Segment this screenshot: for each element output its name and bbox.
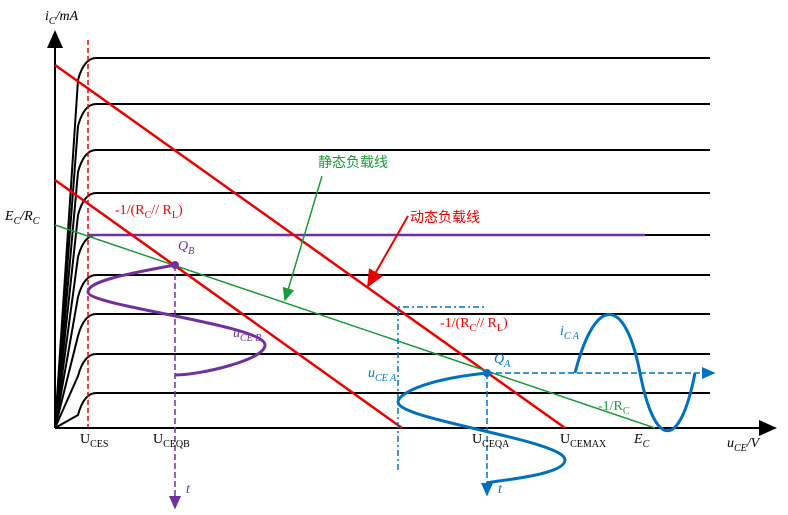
subscript: CEQA (482, 439, 510, 450)
q-point (483, 369, 491, 377)
label-text: /R (19, 209, 33, 224)
label-text: -1/(R (440, 316, 470, 331)
output-curve (54, 149, 710, 429)
output-curve (54, 192, 710, 429)
q-label: QB (178, 239, 194, 257)
output-curve (54, 353, 710, 429)
time-label: t (498, 482, 503, 497)
subscript: CE (734, 443, 747, 454)
subscript: CE A (375, 373, 397, 384)
slope-label: -1/(RC// RL) (115, 203, 183, 221)
x-axis-label: uCE/V (727, 436, 761, 454)
wave-b (86, 263, 267, 377)
slope-label: -1/(RC// RL) (440, 316, 508, 334)
ec-rc-label: EC/RC (4, 209, 40, 227)
label-text: t (186, 482, 191, 497)
label-text: i (560, 324, 564, 339)
output-curve (54, 274, 710, 429)
label-text: Q (494, 352, 504, 367)
subscript: C (470, 323, 477, 334)
label-text: -1/(R (115, 203, 145, 218)
wave-label: uCE A (368, 366, 397, 384)
label-text: Q (178, 239, 188, 254)
label-text: E (633, 432, 643, 447)
label-text: u (368, 366, 375, 381)
subscript: C (33, 216, 40, 227)
label-text: /V (746, 436, 761, 451)
leader (282, 175, 323, 302)
subscript: C (14, 216, 21, 227)
slope-label: -1/RC (598, 399, 630, 417)
label-text: U (153, 432, 163, 447)
output-curve (54, 392, 710, 429)
q-label: QA (494, 352, 511, 370)
subscript: C (623, 406, 630, 417)
wave-label: iC A (560, 324, 580, 342)
label-text: -1/R (598, 399, 624, 414)
subscript: C (643, 439, 650, 450)
label-text: t (498, 482, 503, 497)
label-text: 动态负载线 (410, 210, 480, 226)
subscript: CE B (240, 333, 261, 344)
label-text: U (472, 432, 482, 447)
label-text: u (727, 436, 734, 451)
tick-label: UCEMAX (560, 432, 607, 450)
label-text: E (4, 209, 14, 224)
output-curve (54, 313, 710, 429)
label-text: u (233, 326, 240, 341)
label-text: /mA (55, 9, 79, 24)
label-text: ) (503, 316, 508, 331)
subscript: CEQB (163, 439, 190, 450)
tick-label: UCEQB (153, 432, 190, 450)
label-text: 静态负载线 (318, 155, 388, 171)
time-label: t (186, 482, 191, 497)
tick-label: EC (633, 432, 650, 450)
label-text: U (80, 432, 90, 447)
subscript: C A (564, 331, 580, 342)
wave-label: uCE B (233, 326, 261, 344)
wave-ic (573, 313, 697, 433)
subscript: L (497, 323, 503, 334)
subscript: A (503, 359, 511, 370)
dynamic-load-line (54, 178, 403, 430)
label-text: U (560, 432, 570, 447)
tick-label: UCEQA (472, 432, 510, 450)
label-text: i (45, 9, 49, 24)
dynamic-label: 动态负载线 (410, 210, 480, 226)
wave-a (396, 371, 567, 485)
subscript: C (49, 16, 56, 27)
subscript: CES (90, 439, 108, 450)
subscript: C (145, 210, 152, 221)
subscript: CEMAX (570, 439, 607, 450)
guide (397, 306, 487, 470)
characteristic-curves (54, 57, 710, 429)
output-curve (54, 103, 710, 429)
label-text: // R (151, 203, 172, 218)
subscript: L (172, 210, 178, 221)
subscript: B (188, 246, 194, 257)
dynamic-load-line (54, 63, 566, 430)
label-text: // R (476, 316, 497, 331)
y-axis-label: iC/mA (45, 9, 79, 27)
tick-label: UCES (80, 432, 108, 450)
label-text: ) (178, 203, 183, 218)
static-load-line (54, 224, 656, 429)
leader (367, 215, 409, 288)
q-point (171, 261, 179, 269)
static-label: 静态负载线 (318, 155, 388, 171)
